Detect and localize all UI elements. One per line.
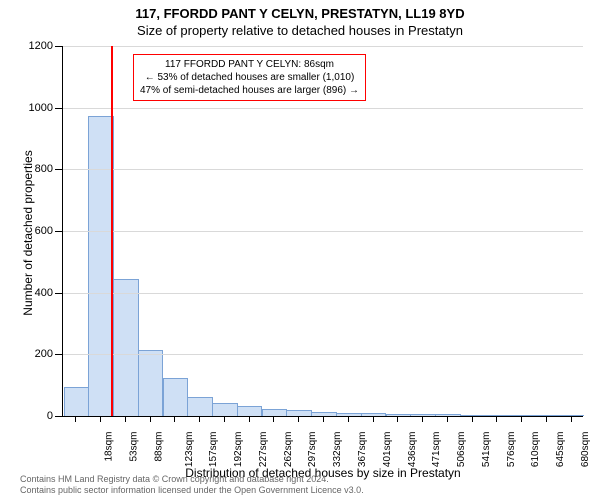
chart-container: 117, FFORDD PANT Y CELYN, PRESTATYN, LL1… — [0, 0, 600, 500]
histogram-bar — [187, 397, 213, 417]
info-line2: ← 53% of detached houses are smaller (1,… — [140, 71, 359, 84]
histogram-bar — [237, 406, 263, 416]
y-tick-label: 1000 — [29, 102, 53, 114]
title-subtitle: Size of property relative to detached ho… — [0, 21, 600, 38]
x-tick-label: 332sqm — [332, 432, 343, 468]
histogram-bar — [534, 415, 560, 417]
x-tick-label: 645sqm — [555, 432, 566, 468]
x-tick — [447, 416, 448, 422]
x-tick — [199, 416, 200, 422]
histogram-bar — [64, 387, 90, 416]
x-tick-label: 157sqm — [209, 432, 220, 468]
info-line1: 117 FFORDD PANT Y CELYN: 86sqm — [140, 58, 359, 71]
title-address: 117, FFORDD PANT Y CELYN, PRESTATYN, LL1… — [0, 0, 600, 21]
y-tick — [55, 108, 63, 109]
x-tick-label: 262sqm — [283, 432, 294, 468]
y-tick — [55, 169, 63, 170]
plot-area: Number of detached properties 0200400600… — [62, 46, 583, 417]
x-tick-label: 297sqm — [308, 432, 319, 468]
histogram-bar — [113, 279, 139, 416]
x-tick — [546, 416, 547, 422]
x-tick-label: 401sqm — [382, 432, 393, 468]
gridline — [63, 293, 583, 294]
x-tick-label: 18sqm — [104, 432, 115, 462]
x-tick-label: 88sqm — [153, 432, 164, 462]
gridline — [63, 108, 583, 109]
y-tick-label: 600 — [35, 225, 53, 237]
x-tick — [249, 416, 250, 422]
info-box: 117 FFORDD PANT Y CELYN: 86sqm ← 53% of … — [133, 54, 366, 101]
histogram-bar — [435, 414, 461, 416]
x-tick — [273, 416, 274, 422]
gridline — [63, 46, 583, 47]
y-tick-label: 0 — [47, 410, 53, 422]
x-tick-label: 123sqm — [184, 432, 195, 468]
y-tick-label: 800 — [35, 163, 53, 175]
histogram-bar — [212, 403, 238, 416]
y-tick — [55, 354, 63, 355]
x-tick — [571, 416, 572, 422]
x-tick-label: 680sqm — [580, 432, 591, 468]
x-tick — [373, 416, 374, 422]
x-tick-label: 506sqm — [456, 432, 467, 468]
x-tick-label: 227sqm — [258, 432, 269, 468]
x-tick-label: 53sqm — [129, 432, 140, 462]
y-tick — [55, 416, 63, 417]
gridline — [63, 169, 583, 170]
x-tick — [75, 416, 76, 422]
x-tick — [472, 416, 473, 422]
histogram-bar — [336, 413, 362, 416]
y-tick — [55, 293, 63, 294]
info-line3: 47% of semi-detached houses are larger (… — [140, 84, 359, 97]
x-tick-label: 436sqm — [407, 432, 418, 468]
x-tick — [323, 416, 324, 422]
x-tick-label: 541sqm — [481, 432, 492, 468]
x-tick — [174, 416, 175, 422]
x-tick-label: 367sqm — [357, 432, 368, 468]
footer-line2: Contains public sector information licen… — [20, 485, 580, 496]
property-marker-line — [111, 46, 113, 416]
x-tick — [100, 416, 101, 422]
x-tick — [496, 416, 497, 422]
x-tick — [348, 416, 349, 422]
x-tick — [224, 416, 225, 422]
histogram-bar — [138, 350, 164, 416]
footer-line1: Contains HM Land Registry data © Crown c… — [20, 474, 580, 485]
x-tick-label: 192sqm — [233, 432, 244, 468]
histogram-bar — [262, 409, 288, 416]
x-tick — [521, 416, 522, 422]
x-tick-label: 471sqm — [431, 432, 442, 468]
x-tick-label: 610sqm — [530, 432, 541, 468]
y-tick-label: 400 — [35, 287, 53, 299]
x-tick — [422, 416, 423, 422]
x-tick — [150, 416, 151, 422]
x-tick — [125, 416, 126, 422]
y-tick-label: 200 — [35, 348, 53, 360]
histogram-bar — [88, 116, 114, 416]
y-tick — [55, 231, 63, 232]
gridline — [63, 231, 583, 232]
x-tick — [397, 416, 398, 422]
histogram-bar — [163, 378, 189, 416]
gridline — [63, 354, 583, 355]
y-tick — [55, 46, 63, 47]
x-tick-label: 576sqm — [506, 432, 517, 468]
footer: Contains HM Land Registry data © Crown c… — [20, 474, 580, 496]
y-tick-label: 1200 — [29, 40, 53, 52]
x-tick — [298, 416, 299, 422]
